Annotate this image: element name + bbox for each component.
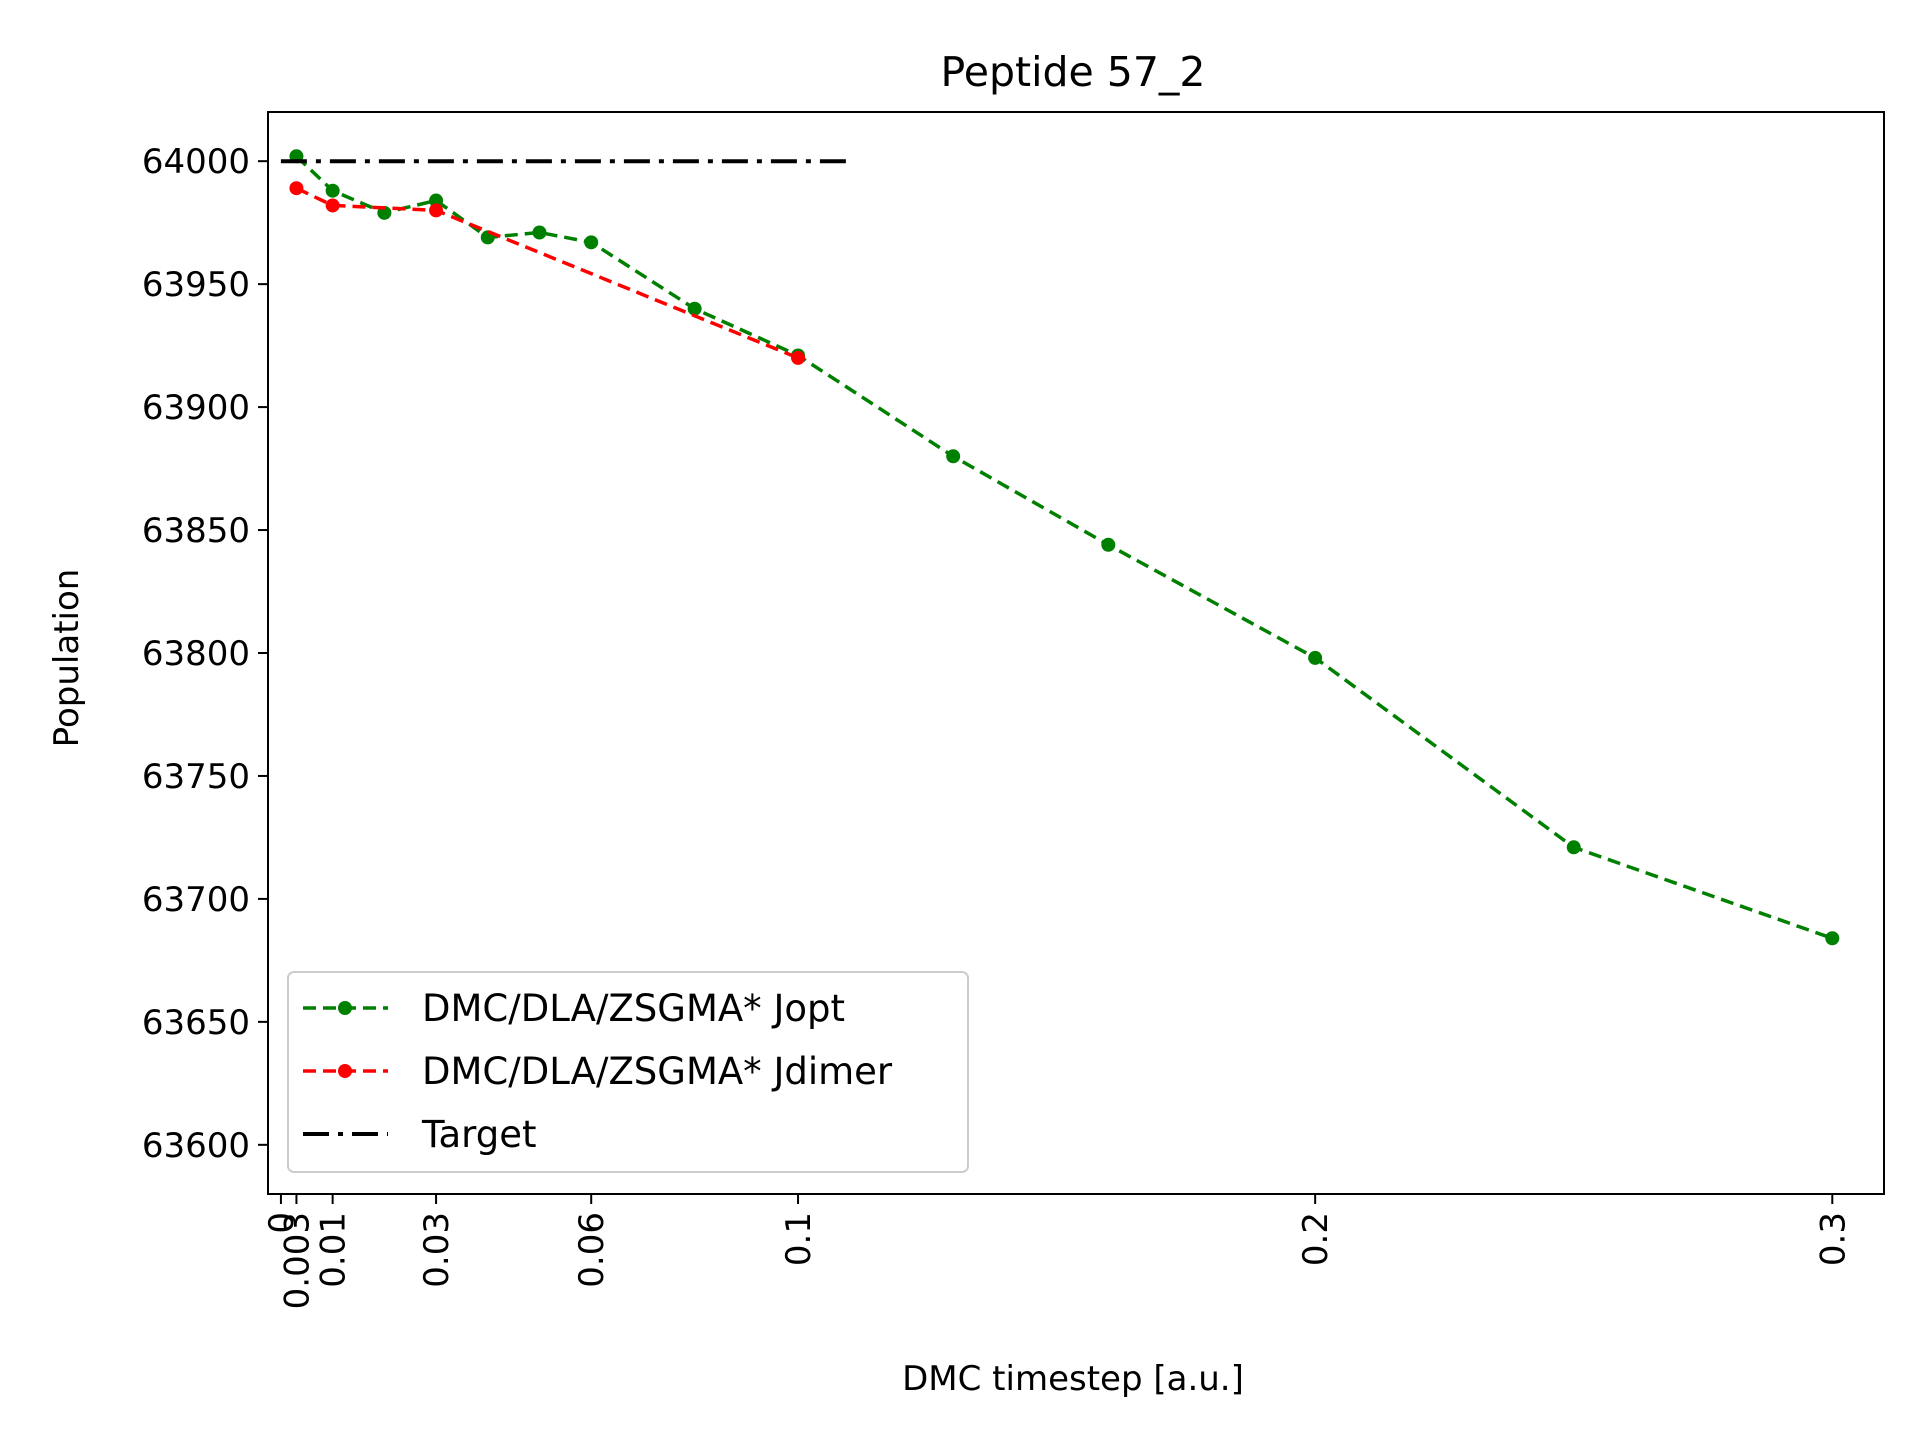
legend-label: DMC/DLA/ZSGMA* Jopt [422, 987, 845, 1030]
legend-label: DMC/DLA/ZSGMA* Jdimer [422, 1050, 893, 1093]
data-point [429, 193, 444, 208]
data-point [1101, 537, 1116, 552]
y-tick-label: 64000 [142, 142, 250, 182]
legend-label: Target [421, 1113, 536, 1156]
legend-box [287, 971, 969, 1173]
data-point [1308, 650, 1323, 665]
data-point [687, 301, 702, 316]
x-axis-title: DMC timestep [a.u.] [902, 1359, 1244, 1399]
data-point [1825, 931, 1840, 946]
legend-swatch-marker [338, 1001, 352, 1015]
chart-title: Peptide 57_2 [940, 48, 1205, 96]
data-point [946, 449, 961, 464]
legend-swatch-marker [338, 1064, 352, 1078]
data-point [532, 225, 547, 240]
x-tick-label: 0.2 [1296, 1212, 1336, 1266]
y-tick-label: 63950 [142, 265, 250, 305]
data-point [1566, 840, 1581, 855]
series-line-1 [295, 186, 799, 360]
data-point [429, 203, 444, 218]
data-point [584, 235, 599, 250]
x-tick-label: 0.003 [277, 1212, 317, 1309]
y-tick-label: 63750 [142, 757, 250, 797]
y-tick-label: 63650 [142, 1003, 250, 1043]
x-tick-label: 0.1 [779, 1212, 819, 1266]
y-tick-label: 63900 [142, 388, 250, 428]
x-tick-label: 0.01 [314, 1212, 354, 1288]
y-axis-title: Population [47, 569, 87, 748]
data-point [325, 198, 340, 213]
series-line-0 [295, 155, 1833, 940]
x-tick-label: 0.3 [1813, 1212, 1853, 1266]
data-point [325, 183, 340, 198]
y-tick-label: 63850 [142, 511, 250, 551]
legend: DMC/DLA/ZSGMA* Jopt DMC/DLA/ZSGMA* Jdimer… [287, 971, 969, 1173]
x-tick-label: 0 [262, 1212, 302, 1234]
y-tick-label: 63800 [142, 634, 250, 674]
x-tick-label: 0.03 [417, 1212, 457, 1288]
data-point [791, 350, 806, 365]
y-tick-label: 63700 [142, 880, 250, 920]
y-tick-label: 63600 [142, 1126, 250, 1166]
y-axis: 63600 63650 63700 63750 63800 63850 63900 63950… [142, 142, 268, 1166]
plot-layer [280, 149, 1840, 946]
data-point [289, 181, 304, 196]
x-tick-label: 0.06 [572, 1212, 612, 1288]
